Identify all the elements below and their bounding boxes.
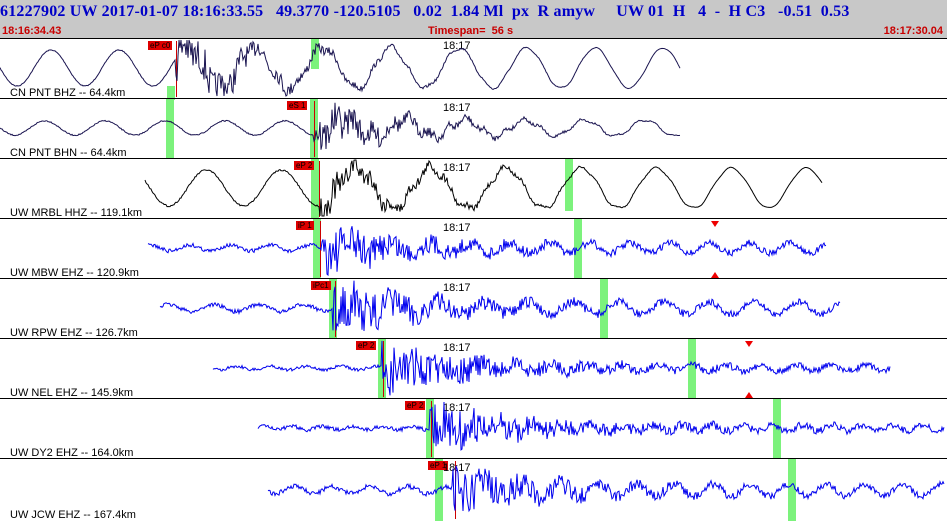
amplitude-marker-top [745, 341, 753, 347]
phase-pick[interactable]: eS 1 [287, 101, 308, 110]
pick-line [383, 341, 384, 397]
event-header: 61227902 UW 2017-01-07 18:16:33.55 49.37… [0, 0, 947, 38]
station-label: UW DY2 EHZ -- 164.0km [10, 447, 134, 459]
time-tick-label: 18:17 [443, 222, 471, 234]
phase-pick[interactable]: eP 2 [356, 341, 377, 350]
waveform-trace [267, 465, 945, 513]
time-tick-label: 18:17 [443, 282, 471, 294]
waveform-traces [0, 39, 945, 513]
pick-line [431, 401, 432, 457]
waveform-trace [212, 340, 891, 396]
window-marker [311, 159, 319, 219]
window-marker [600, 279, 608, 339]
seismogram-panels: eP c0 18:17 CN PNT BHZ -- 64.4km eS 1 18… [0, 38, 947, 521]
time-tick-label: 18:17 [443, 402, 471, 414]
station-label: UW MRBL HHZ -- 119.1km [10, 207, 143, 219]
end-time: 18:17:30.04 [883, 25, 943, 37]
time-tick-label: 18:17 [443, 102, 471, 114]
waveform-trace [159, 280, 841, 332]
waveform-trace [144, 159, 823, 217]
window-marker [426, 399, 434, 459]
window-marker [167, 86, 175, 100]
phase-pick[interactable]: eP 2 [294, 161, 315, 170]
window-marker [166, 99, 174, 159]
amplitude-marker-top [711, 221, 719, 227]
trace-panel[interactable]: eP 2 18:17 UW NEL EHZ -- 145.9km [0, 338, 947, 399]
start-time: 18:16:34.43 [2, 25, 62, 37]
amplitude-marker-bottom [711, 272, 719, 278]
window-marker [788, 459, 796, 521]
station-label: UW RPW EHZ -- 126.7km [10, 327, 138, 339]
window-marker [574, 219, 582, 279]
pick-line [314, 101, 315, 157]
window-marker [565, 159, 573, 211]
phase-pick[interactable]: iPc1 [311, 281, 331, 290]
event-title: 61227902 UW 2017-01-07 18:16:33.55 49.37… [0, 3, 850, 20]
window-marker [688, 339, 696, 399]
phase-pick[interactable]: iP 1 [296, 221, 314, 230]
window-marker [313, 219, 321, 279]
station-label: UW MBW EHZ -- 120.9km [10, 267, 139, 279]
pick-line [176, 41, 177, 97]
window-marker [378, 339, 386, 399]
window-marker [435, 459, 443, 521]
phase-pick[interactable]: eP 2 [405, 401, 426, 410]
waveform-trace [0, 39, 681, 97]
waveform-trace [0, 102, 681, 150]
trace-panel[interactable]: eS 1 18:17 CN PNT BHN -- 64.4km [0, 98, 947, 159]
time-tick-label: 18:17 [443, 342, 471, 354]
station-label: CN PNT BHZ -- 64.4km [10, 87, 126, 99]
phase-pick[interactable]: eP 1 [428, 461, 449, 470]
amplitude-marker-bottom [745, 392, 753, 398]
trace-panel[interactable]: eP 2 18:17 UW MRBL HHZ -- 119.1km [0, 158, 947, 219]
station-label: CN PNT BHN -- 64.4km [10, 147, 127, 159]
trace-panel[interactable]: eP 1 18:17 UW JCW EHZ -- 167.4km [0, 458, 947, 521]
phase-pick[interactable]: eP c0 [148, 41, 173, 50]
station-label: UW NEL EHZ -- 145.9km [10, 387, 134, 399]
timespan-label: Timespan= 56 s [428, 25, 514, 37]
trace-panel[interactable]: iP 1 18:17 UW MBW EHZ -- 120.9km [0, 218, 947, 279]
pick-line [319, 161, 320, 217]
window-marker [329, 279, 337, 339]
waveform-trace [257, 401, 945, 451]
time-tick-label: 18:17 [443, 162, 471, 174]
waveform-trace [147, 226, 827, 277]
station-label: UW JCW EHZ -- 167.4km [10, 509, 136, 521]
